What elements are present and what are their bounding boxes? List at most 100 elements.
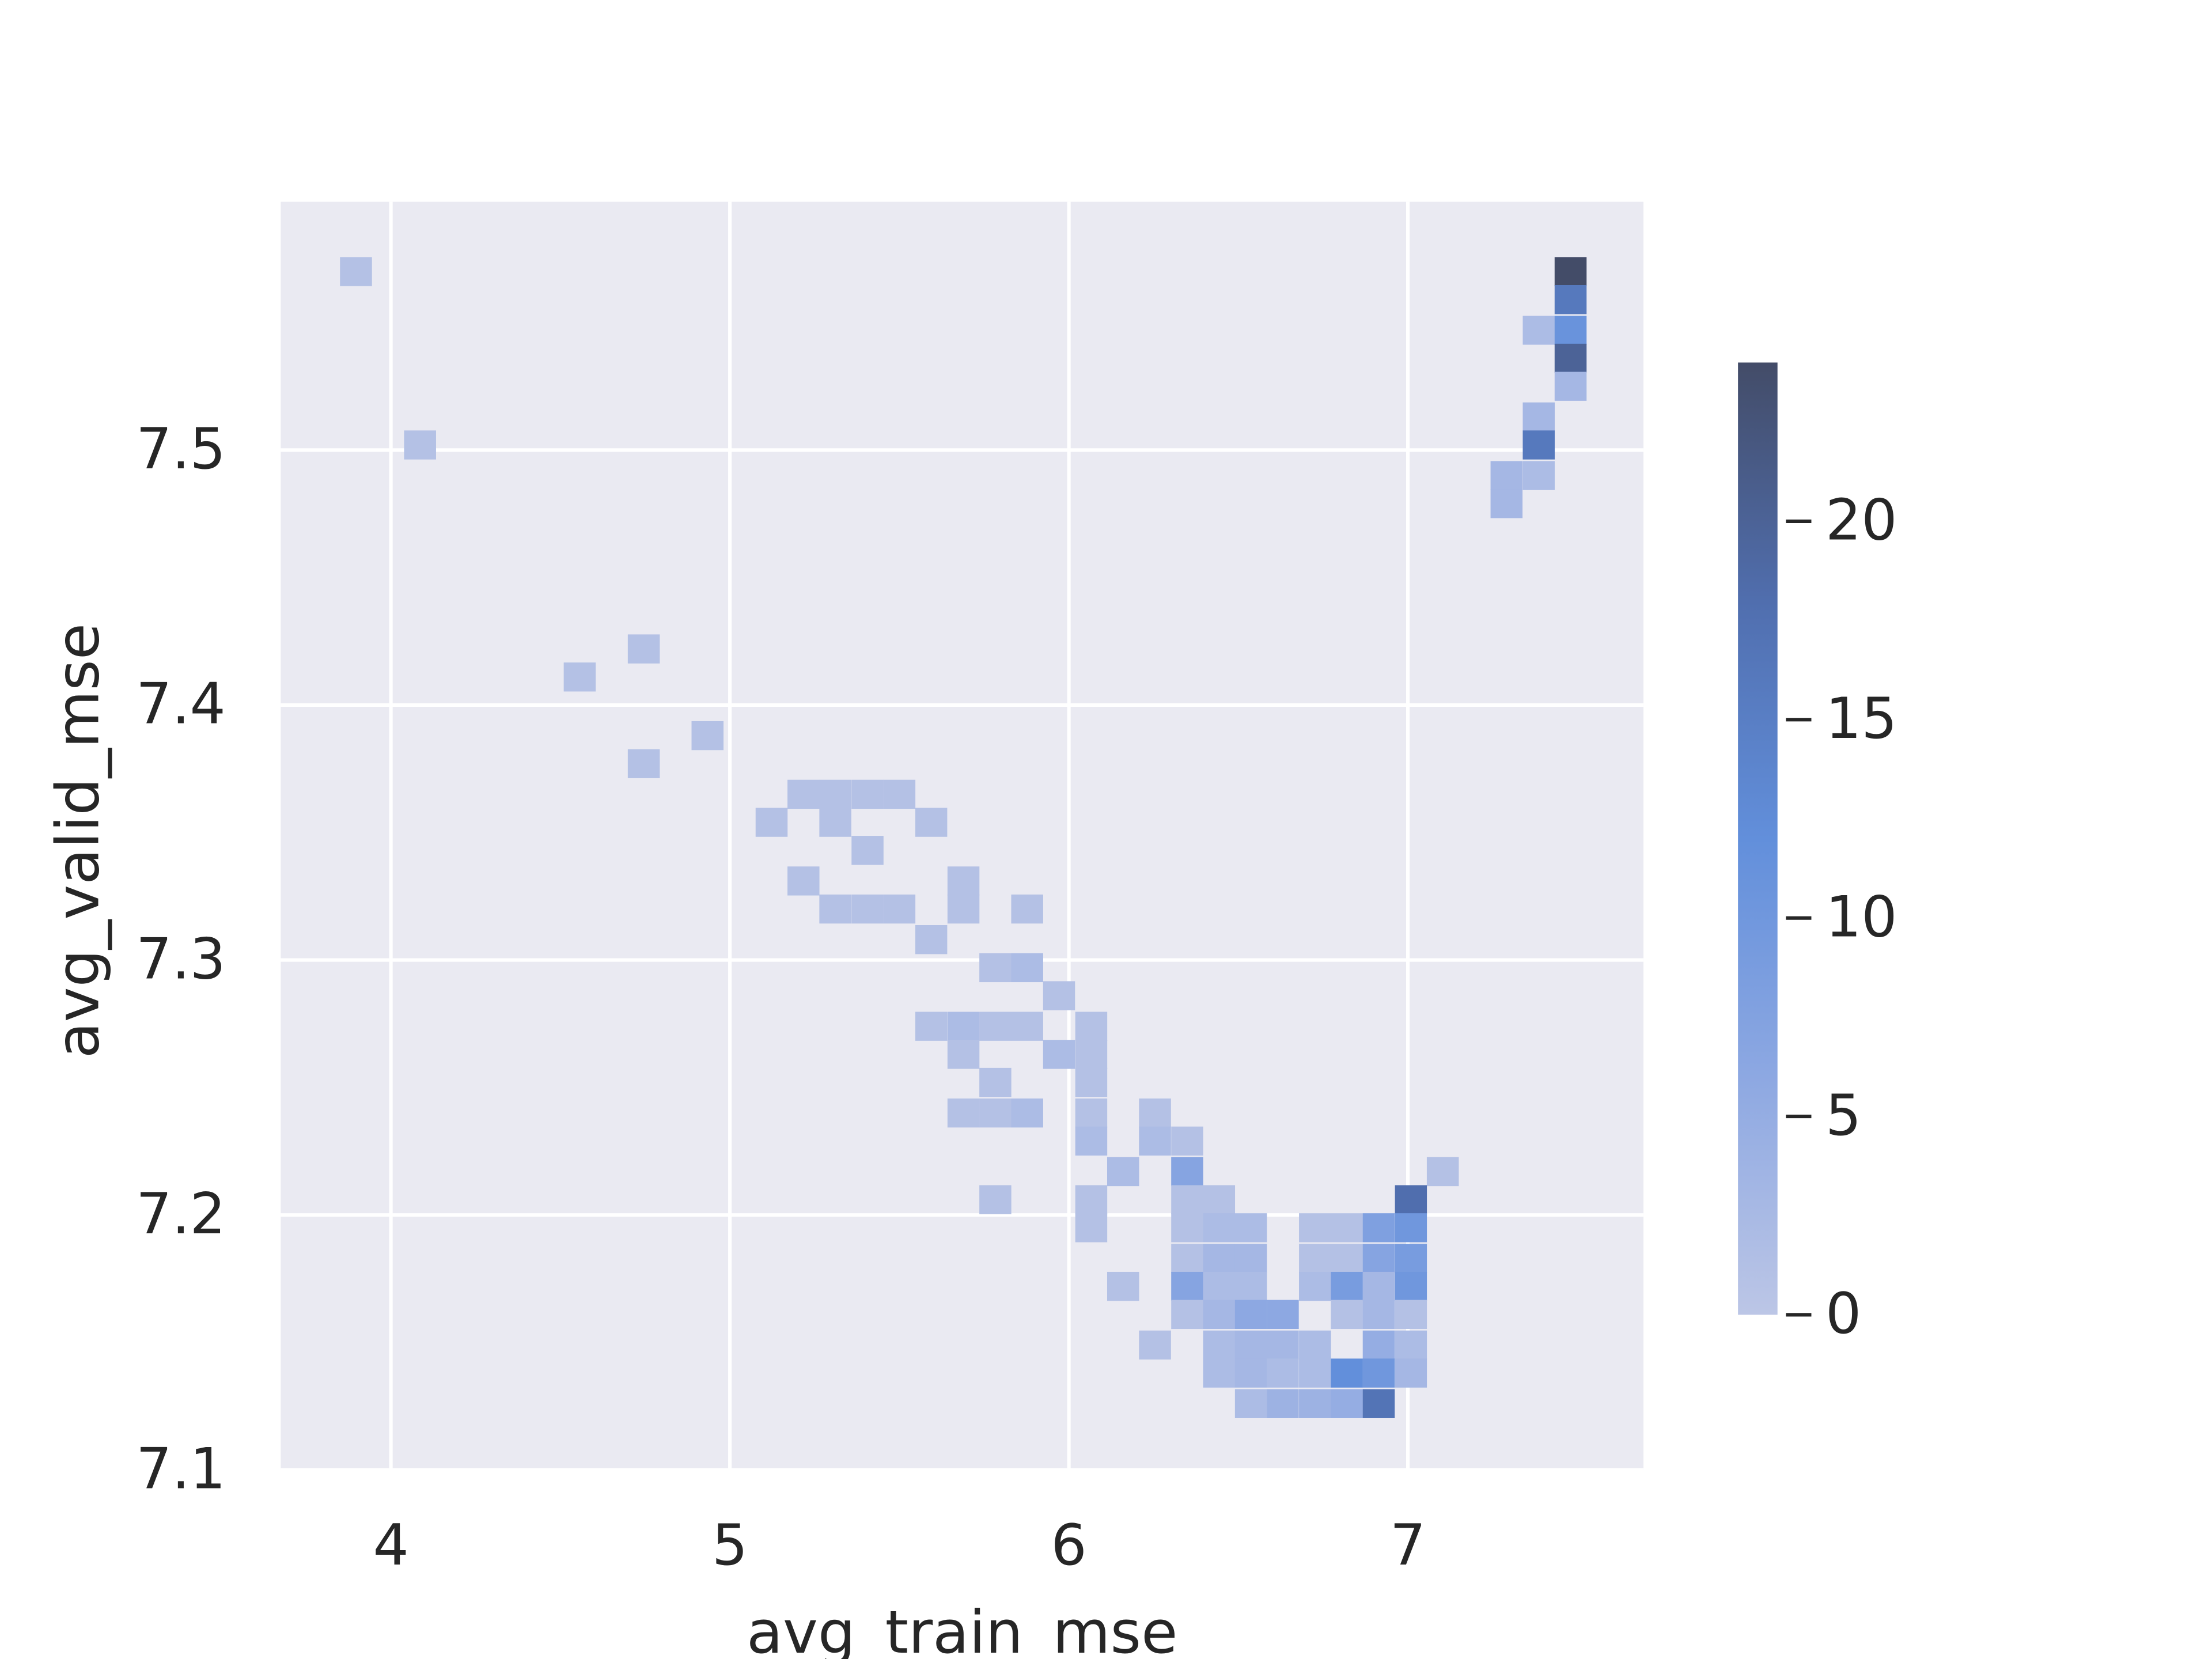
heatmap-cell — [851, 894, 884, 924]
heatmap-cell — [947, 1098, 980, 1128]
heatmap-cell — [947, 1012, 980, 1041]
heatmap-cell — [819, 779, 851, 809]
heatmap-cell — [1171, 1157, 1203, 1187]
heatmap-cell — [1331, 1389, 1363, 1418]
heatmap-cell — [979, 953, 1012, 983]
heatmap-cell — [1395, 1358, 1427, 1388]
colorbar-tick-label: 0 — [1825, 1281, 1861, 1347]
y-tick-label: 7.5 — [136, 416, 226, 482]
heatmap-cell — [883, 894, 916, 924]
heatmap-cell — [1395, 1213, 1427, 1243]
heatmap-cell — [1395, 1330, 1427, 1360]
heatmap-cell — [979, 1098, 1012, 1128]
heatmap-cell — [979, 1012, 1012, 1041]
heatmap-cell — [979, 1067, 1012, 1097]
y-axis-label: avg_valid_mse — [44, 623, 112, 1058]
heatmap-cell — [1331, 1244, 1363, 1273]
heatmap-cell — [1362, 1300, 1395, 1330]
heatmap-cell — [627, 749, 660, 778]
heatmap-cell — [627, 634, 660, 664]
heatmap-cell — [947, 866, 980, 896]
heatmap-cell — [883, 779, 916, 809]
heatmap-cell — [1362, 1389, 1395, 1418]
heatmap-cell — [787, 866, 820, 896]
heatmap-cell — [1043, 981, 1075, 1010]
heatmap-cell — [691, 721, 724, 751]
heatmap-cell — [1362, 1330, 1395, 1360]
heatmap-cell — [1395, 1300, 1427, 1330]
heatmap-cell — [1490, 489, 1523, 518]
heatmap-cell — [1075, 1012, 1108, 1041]
heatmap-cell — [1362, 1213, 1395, 1243]
heatmap-cell — [915, 808, 948, 837]
heatmap-cell — [1107, 1271, 1139, 1301]
heatmap-cell — [1203, 1244, 1236, 1273]
heatmap-cell — [1299, 1271, 1331, 1301]
heatmap-cell — [1139, 1126, 1171, 1156]
heatmap-cell — [1139, 1330, 1171, 1360]
heatmap-cell — [1267, 1389, 1299, 1418]
heatmap-cell — [1011, 1098, 1043, 1128]
colorbar-tick-label: 5 — [1825, 1083, 1861, 1149]
heatmap-cell — [851, 779, 884, 809]
heatmap-cell — [1299, 1213, 1331, 1243]
heatmap-cell — [1171, 1185, 1203, 1214]
x-tick-label: 7 — [1390, 1513, 1426, 1578]
heatmap-cell — [1426, 1157, 1459, 1187]
heatmap-cell — [1203, 1358, 1236, 1388]
heatmap-cell — [1331, 1358, 1363, 1388]
heatmap-cell — [1203, 1330, 1236, 1360]
x-tick-label: 5 — [712, 1513, 748, 1578]
heatmap-cell — [1490, 461, 1523, 490]
colorbar-tick-label: 10 — [1825, 884, 1897, 950]
heatmap-cell — [1234, 1389, 1267, 1418]
heatmap-cell — [1203, 1300, 1236, 1330]
heatmap-cell — [947, 1040, 980, 1069]
heatmap-cell — [1011, 894, 1043, 924]
heatmap-cell — [1234, 1358, 1267, 1388]
heatmap-cell — [1395, 1185, 1427, 1214]
heatmap-cell — [1171, 1300, 1203, 1330]
heatmap-cell — [1043, 1040, 1075, 1069]
heatmap-cell — [1554, 285, 1587, 315]
heatmap-cell — [404, 430, 436, 460]
heatmap-cell — [1554, 372, 1587, 401]
colorbar-tick-label: 20 — [1825, 488, 1897, 554]
heatmap-cell — [1267, 1300, 1299, 1330]
heatmap-cell — [755, 808, 788, 837]
colorbar-tick-label: 15 — [1825, 686, 1897, 752]
heatmap-cell — [1299, 1244, 1331, 1273]
heatmap-cell — [1522, 402, 1555, 431]
heatmap-cell — [1203, 1271, 1236, 1301]
heatmap-cell — [563, 662, 596, 692]
heatmap-cell — [1203, 1213, 1236, 1243]
y-tick-label: 7.3 — [136, 926, 226, 992]
heatmap-cell — [819, 894, 851, 924]
x-tick-label: 6 — [1051, 1513, 1086, 1578]
heatmap-cell — [1234, 1330, 1267, 1360]
heatmap-cell — [1203, 1185, 1236, 1214]
heatmap-cell — [915, 1012, 948, 1041]
heatmap-cell — [1171, 1126, 1203, 1156]
y-tick-label: 7.2 — [136, 1181, 226, 1247]
heatmap-cell — [947, 894, 980, 924]
heatmap-cell — [1331, 1300, 1363, 1330]
heatmap-cell — [1299, 1389, 1331, 1418]
heatmap-cell — [1522, 461, 1555, 490]
y-tick-label: 7.1 — [136, 1437, 226, 1502]
heatmap-cell — [1075, 1098, 1108, 1128]
heatmap-cell — [1075, 1040, 1108, 1069]
heatmap-cell — [1075, 1185, 1108, 1214]
heatmap-cell — [1171, 1213, 1203, 1243]
heatmap-cell — [1362, 1271, 1395, 1301]
heatmap-cell — [1395, 1244, 1427, 1273]
heatmap-cell — [1267, 1358, 1299, 1388]
heatmap-cell — [1395, 1271, 1427, 1301]
heatmap-cell — [1107, 1157, 1139, 1187]
heatmap-cell — [1011, 1012, 1043, 1041]
heatmap-cell — [1075, 1213, 1108, 1243]
heatmap-cell — [1362, 1358, 1395, 1388]
heatmap-cell — [1171, 1271, 1203, 1301]
